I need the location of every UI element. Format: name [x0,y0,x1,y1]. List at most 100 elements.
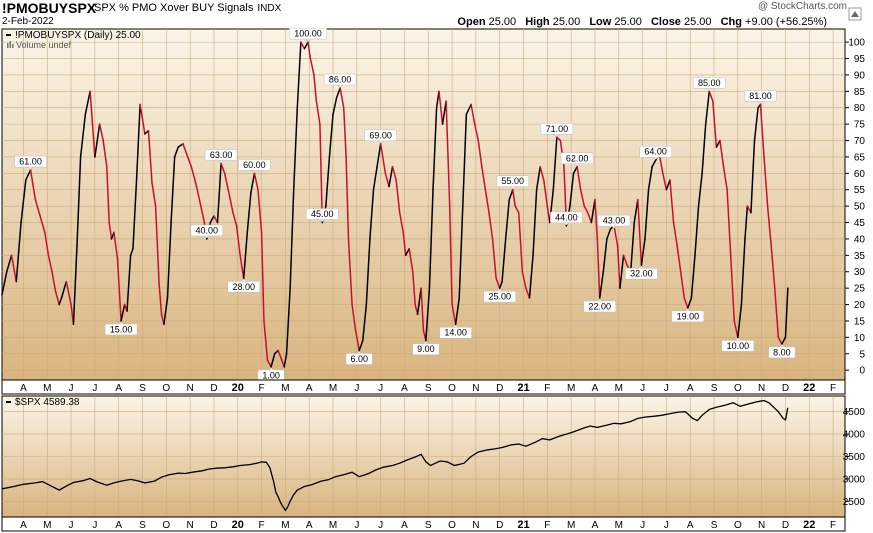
x-tick-label: D [782,520,789,531]
series-segment [139,103,146,135]
series-segment [300,41,306,50]
series-segment [20,179,27,224]
series-segment [587,211,593,224]
series-segment [319,123,324,224]
series-segment [425,287,431,342]
annotation: 19.00 [671,308,705,323]
series-segment [543,179,549,207]
series-segment [154,205,160,286]
series-segment [687,297,693,309]
x-tick-label: N [187,383,194,394]
series-segment [15,221,22,283]
spx-series [1,399,789,512]
series-segment [477,139,483,168]
y-tick-label: 40 [854,234,866,245]
series-segment [372,166,378,191]
x-tick-label: M [281,383,289,394]
series-segment [379,143,387,175]
series-segment [242,231,249,280]
x-tick-label: J [664,520,669,531]
series-segment [398,211,405,234]
annotation-label: 61.00 [19,157,42,167]
x-tick-label: M [281,520,289,531]
series-segment [232,211,238,227]
x-tick-label: S [711,520,718,531]
series-segment [518,211,524,273]
y-tick-label: 95 [854,54,866,65]
x-tick-label: S [139,520,146,531]
annotation: 25.00 [483,288,516,303]
x-tick-label: S [425,383,432,394]
y-tick-label: 45 [854,218,866,229]
series-segment [54,290,60,306]
x-tick-label: 22 [803,382,815,394]
x-tick-label: A [401,383,408,394]
series-segment [508,188,514,201]
series-segment [369,188,375,240]
y-tick-label: 3500 [843,452,866,463]
series-segment [404,248,410,257]
pmo-annotations: 61.00 15.00 40.00 63.00 28.00 60.00 1.00 100.00… [14,27,796,382]
high-value: 25.00 [552,16,581,28]
series-segment [220,162,226,175]
series-segment [196,188,202,207]
series-segment [395,179,401,214]
x-tick-label: A [592,383,599,394]
chart-header: !PMOBUYSPX SPX % PMO Xover BUY Signals IN… [0,0,873,30]
series-segment [76,156,82,247]
series-segment [616,244,621,289]
series-segment [10,254,18,283]
annotation-label: 45.00 [311,209,334,219]
y-tick-label: 35 [854,251,866,262]
chg-value: +9.00 (+56.25%) [745,16,827,28]
x-tick-label: M [43,520,51,531]
series-segment [629,221,635,273]
series-segment [126,254,132,312]
annotation-label: 1.00 [262,370,280,380]
series-segment [60,280,68,299]
y-tick-label: 25 [854,284,866,295]
series-segment [239,254,245,280]
series-segment [253,172,259,191]
series-segment [325,156,331,207]
annotation: 55.00 [496,175,530,190]
high-label: High [525,16,550,28]
series-segment [637,198,643,266]
series-segment [556,136,562,142]
series-segment [784,287,789,339]
series-segment [354,330,360,352]
y-tick-label: 100 [848,38,865,49]
annotation-label: 100.00 [294,29,322,39]
annotation: 14.00 [439,324,472,339]
series-segment [51,270,57,293]
x-tick-label: S [711,383,718,394]
annotation: 44.00 [550,211,583,226]
series-segment [94,123,101,158]
series-segment [481,166,487,191]
series-segment [108,221,113,240]
series-segment [235,225,241,257]
annotation: 86.00 [323,73,357,88]
annotation-label: 6.00 [350,354,368,364]
annotation-label: 28.00 [232,282,255,292]
y-tick-label: 20 [854,300,866,311]
volume-legend-text: Volume undef [16,40,72,50]
open-label: Open [457,16,486,28]
series-segment [173,146,179,158]
watermark: @ StockCharts.com [757,1,847,12]
annotation: 6.00 [345,351,373,365]
series-segment [770,244,776,289]
y-tick-label: 15 [854,316,866,327]
annotation-label: 71.00 [546,124,569,134]
series-segment [458,205,464,299]
annotation: 62.00 [560,152,594,167]
arrow-up-icon[interactable] [848,7,862,21]
x-tick-label: 20 [232,382,244,394]
series-segment [223,172,229,191]
series-segment [498,280,503,289]
annotation: 9.00 [412,341,440,355]
series-segment [521,270,527,289]
x-tick-label: N [758,383,765,394]
series-segment [260,231,265,322]
series-segment [102,139,108,168]
